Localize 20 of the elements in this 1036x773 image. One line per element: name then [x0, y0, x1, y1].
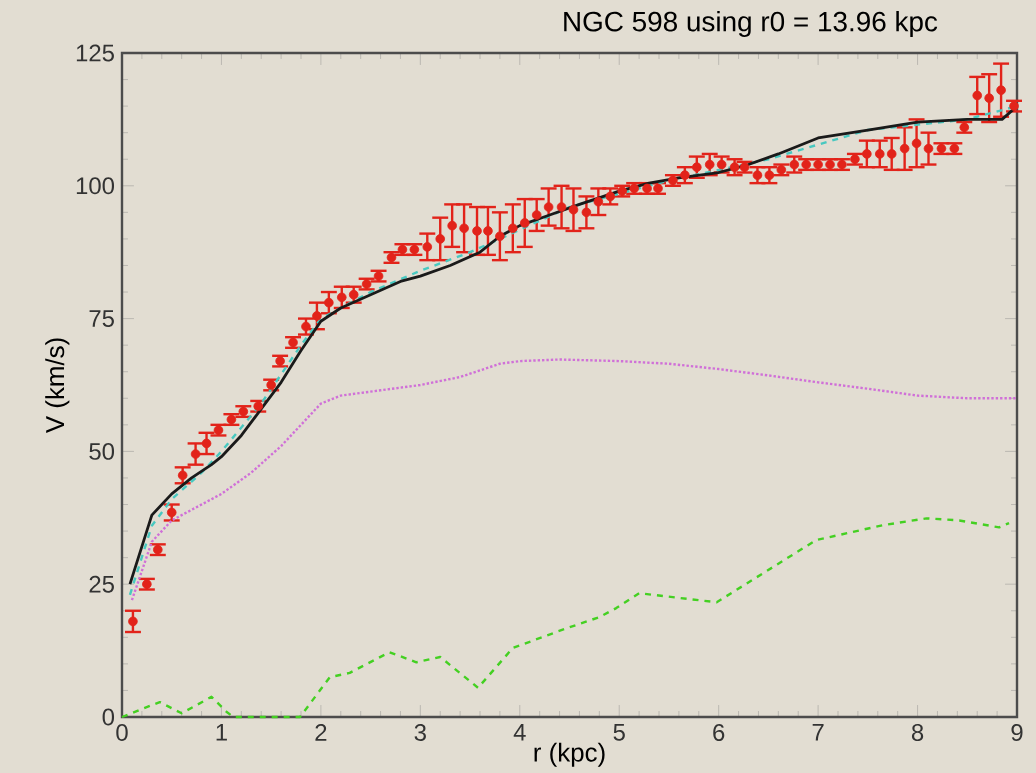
- x-axis-title: r (kpc): [534, 742, 605, 767]
- y-axis-title: V (km/s): [45, 338, 70, 434]
- y-tick-label: 100: [76, 177, 115, 195]
- x-tick-label: 7: [812, 724, 824, 741]
- x-tick-label: 8: [911, 724, 924, 741]
- y-tick-label: 50: [89, 442, 115, 460]
- y-tick-label: 75: [89, 310, 114, 327]
- x-tick-label: 1: [216, 724, 227, 741]
- x-tick-label: 6: [713, 724, 725, 741]
- x-tick-label: 4: [513, 724, 526, 741]
- y-tick-label: 125: [76, 44, 114, 62]
- x-tick-label: 3: [414, 724, 426, 741]
- x-tick-label: 5: [613, 724, 625, 741]
- x-tick-label: 9: [1011, 724, 1023, 741]
- chart-title: NGC 598 using r0 = 13.96 kpc: [564, 11, 938, 38]
- x-tick-label: 0: [116, 724, 128, 741]
- line-series: [120, 517, 1011, 719]
- y-tick-label: 25: [89, 575, 114, 593]
- y-tick-label: 0: [102, 708, 115, 726]
- x-tick-label: 2: [315, 724, 327, 741]
